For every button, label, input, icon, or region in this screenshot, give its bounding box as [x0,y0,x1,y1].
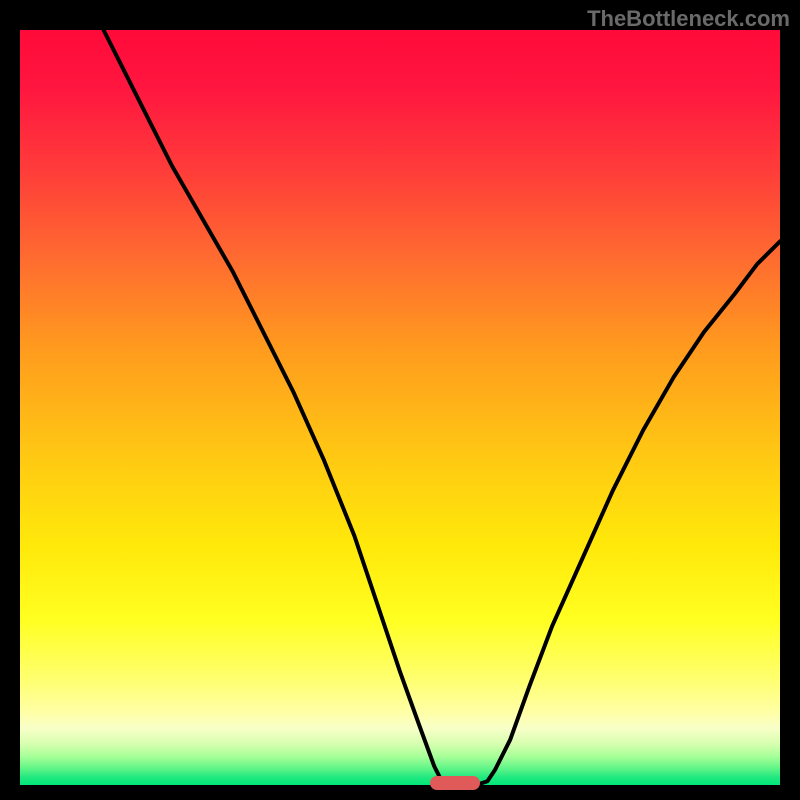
bottleneck-curve [104,30,780,785]
watermark-text: TheBottleneck.com [587,6,790,32]
curve-svg [20,30,780,785]
plot-area [20,30,780,785]
optimum-marker [430,776,480,790]
